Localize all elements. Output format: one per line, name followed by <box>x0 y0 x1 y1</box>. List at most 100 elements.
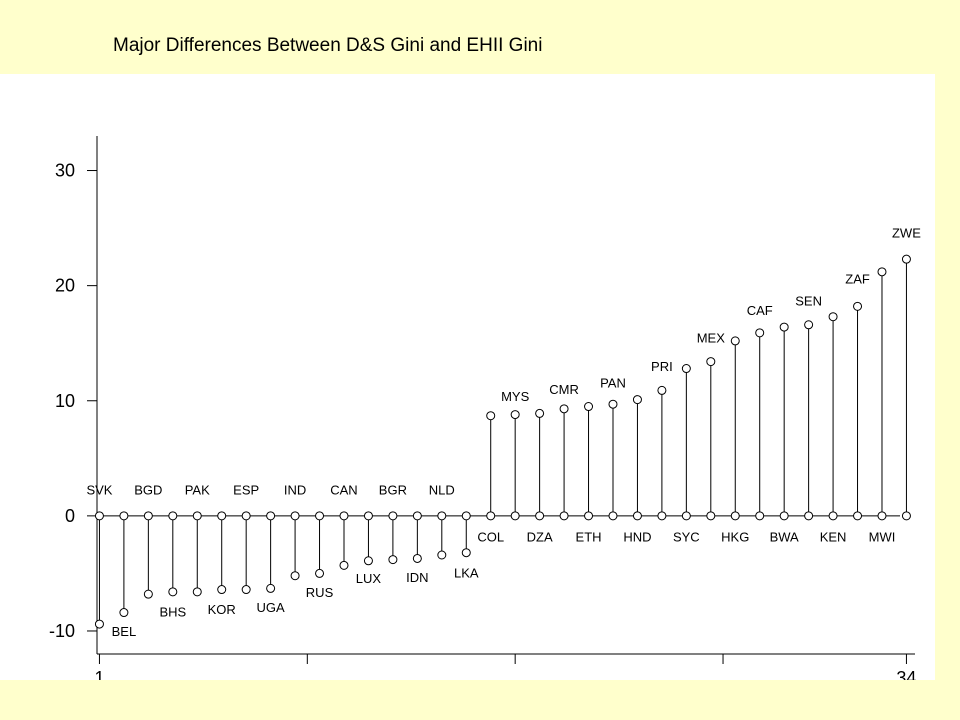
data-point-marker <box>315 568 325 578</box>
data-point-marker <box>730 336 740 346</box>
point-label: BWA <box>770 530 799 545</box>
y-tick-label: 30 <box>55 161 75 181</box>
stems-group <box>98 259 907 625</box>
point-label: PRI <box>651 359 673 374</box>
data-point-marker <box>657 385 667 395</box>
data-point-marker <box>901 254 911 264</box>
chart-title: Major Differences Between D&S Gini and E… <box>113 35 543 56</box>
dropline-chart: -10 0 10 20 30 1 34 SVK BEL BGD BHS PAK KOR ESP UGA I… <box>49 136 921 680</box>
data-point-marker <box>363 556 373 566</box>
point-label: CMR <box>549 382 579 397</box>
data-point-marker <box>608 399 618 409</box>
baseline-marker <box>94 511 104 521</box>
baseline-marker <box>535 511 545 521</box>
point-label: HND <box>623 530 651 545</box>
data-point-marker <box>584 402 594 412</box>
baseline-marker <box>804 511 814 521</box>
baseline-marker <box>632 511 642 521</box>
data-point-marker <box>559 404 569 414</box>
data-point-marker <box>217 585 227 595</box>
baseline-marker <box>901 511 911 521</box>
point-label: ZWE <box>892 226 921 241</box>
point-label: CAN <box>330 482 357 497</box>
baseline-marker <box>217 511 227 521</box>
data-point-marker <box>510 410 520 420</box>
point-label: COL <box>477 530 504 545</box>
point-label: DZA <box>527 530 553 545</box>
plot-panel: -10 0 10 20 30 1 34 SVK BEL BGD BHS PAK KOR ESP UGA I… <box>0 74 935 680</box>
point-label: SVK <box>86 482 112 497</box>
data-point-marker <box>535 408 545 418</box>
baseline-marker <box>339 511 349 521</box>
point-label: SYC <box>673 530 700 545</box>
baseline-marker <box>192 511 202 521</box>
point-label: SEN <box>795 294 822 309</box>
baseline-marker <box>241 511 251 521</box>
value-markers-group <box>94 254 911 629</box>
baseline-marker <box>510 511 520 521</box>
baseline-marker <box>437 511 447 521</box>
data-point-marker <box>486 411 496 421</box>
baseline-marker <box>584 511 594 521</box>
baseline-marker <box>486 511 496 521</box>
baseline-marker <box>143 511 153 521</box>
data-point-marker <box>143 589 153 599</box>
baseline-marker <box>461 511 471 521</box>
baseline-marker <box>412 511 422 521</box>
data-point-marker <box>828 312 838 322</box>
data-point-marker <box>94 619 104 629</box>
point-label: ESP <box>233 482 259 497</box>
point-label: MYS <box>501 389 530 404</box>
baseline-marker <box>363 511 373 521</box>
point-label: BGD <box>134 482 162 497</box>
point-label: NLD <box>429 482 455 497</box>
point-label: MWI <box>869 530 896 545</box>
point-label: KOR <box>208 602 236 617</box>
baseline-marker <box>779 511 789 521</box>
baseline-marker <box>559 511 569 521</box>
point-label: CAF <box>747 303 773 318</box>
baseline-markers-group <box>94 511 911 521</box>
point-label: RUS <box>306 585 334 600</box>
point-label: PAK <box>185 482 210 497</box>
y-axis-ticks: -10 0 10 20 30 <box>49 161 97 641</box>
baseline-marker <box>853 511 863 521</box>
data-point-marker <box>877 267 887 277</box>
x-tick-label: 1 <box>94 668 104 680</box>
point-label: BHS <box>159 604 186 619</box>
point-label: PAN <box>600 375 626 390</box>
data-point-marker <box>388 555 398 565</box>
baseline-marker <box>290 511 300 521</box>
baseline-marker <box>706 511 716 521</box>
point-label: ZAF <box>845 272 870 287</box>
point-label: UGA <box>257 600 286 615</box>
baseline-marker <box>657 511 667 521</box>
data-point-marker <box>706 357 716 367</box>
baseline-marker <box>828 511 838 521</box>
data-point-marker <box>266 583 276 593</box>
baseline-marker <box>681 511 691 521</box>
data-point-marker <box>853 301 863 311</box>
data-point-marker <box>241 585 251 595</box>
point-label: MEX <box>697 330 726 345</box>
data-point-marker <box>168 587 178 597</box>
baseline-marker <box>315 511 325 521</box>
baseline-marker <box>730 511 740 521</box>
data-point-marker <box>339 560 349 570</box>
data-point-marker <box>412 553 422 563</box>
point-label: ETH <box>576 530 602 545</box>
point-label: KEN <box>820 530 847 545</box>
point-labels-group: SVK BEL BGD BHS PAK KOR ESP UGA IND RUS CAN LUX BGR I… <box>86 226 921 639</box>
x-tick-label: 34 <box>896 668 916 680</box>
point-label: IND <box>284 482 306 497</box>
y-tick-label: -10 <box>49 621 75 641</box>
data-point-marker <box>119 608 129 618</box>
data-point-marker <box>461 548 471 558</box>
point-label: BGR <box>379 482 407 497</box>
baseline-marker <box>608 511 618 521</box>
point-label: HKG <box>721 530 749 545</box>
baseline-marker <box>168 511 178 521</box>
point-label: BEL <box>112 624 137 639</box>
point-label: LKA <box>454 565 479 580</box>
data-point-marker <box>755 328 765 338</box>
